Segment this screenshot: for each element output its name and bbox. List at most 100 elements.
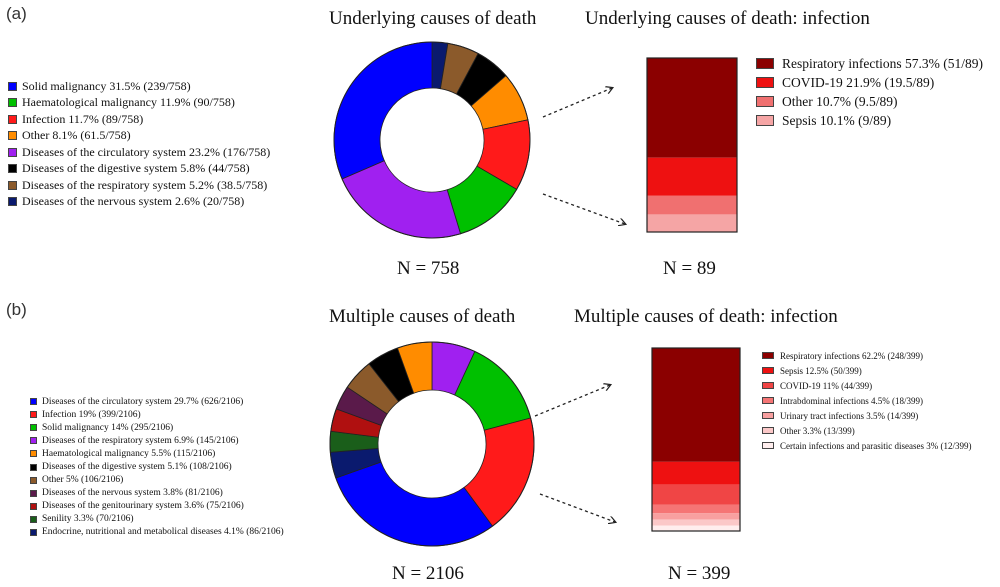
legend-item-diseases-of-the-digestive-system-5-1-108-2106: Diseases of the digestive system 5.1% (1… <box>30 460 284 473</box>
legend-item-covid-19-21-9-19-5-89: COVID-19 21.9% (19.5/89) <box>756 73 983 92</box>
panel-a-donut-title: Underlying causes of death <box>329 8 537 29</box>
legend-item-diseases-of-the-digestive-system-5-8-44-758: Diseases of the digestive system 5.8% (4… <box>8 161 270 178</box>
legend-label: Diseases of the nervous system 3.8% (81/… <box>42 488 223 499</box>
legend-item-other-10-7-9-5-89: Other 10.7% (9.5/89) <box>756 92 983 111</box>
legend-item-diseases-of-the-circulatory-system-29-7-626-2106: Diseases of the circulatory system 29.7%… <box>30 395 284 408</box>
bar-segment-covid-19-11-44-399 <box>652 484 740 505</box>
donut-outline <box>329 341 535 547</box>
legend-swatch <box>30 450 37 458</box>
legend-item-senility-3-3-70-2106: Senility 3.3% (70/2106) <box>30 513 284 526</box>
legend-label: Solid malignancy 14% (295/2106) <box>42 422 174 433</box>
legend-item-solid-malignancy-31-5-239-758: Solid malignancy 31.5% (239/758) <box>8 78 270 95</box>
legend-label: Diseases of the respiratory system 6.9% … <box>42 435 239 446</box>
panel-b-label: (b) <box>6 300 27 319</box>
bar-outline <box>651 347 741 532</box>
legend-swatch <box>30 424 37 432</box>
bar-segment-other-10-7-9-5-89 <box>647 195 737 215</box>
panel-a-donut-legend: Solid malignancy 31.5% (239/758) Haematol… <box>8 78 270 210</box>
legend-label: Diseases of the genitourinary system 3.6… <box>42 501 244 512</box>
legend-swatch <box>30 463 37 471</box>
legend-item-other-8-1-61-5-758: Other 8.1% (61.5/758) <box>8 128 270 145</box>
legend-label: Infection 19% (399/2106) <box>42 409 141 420</box>
panel-a-arrow-bottom <box>542 193 625 224</box>
panel-b-stacked-bar <box>651 347 741 532</box>
legend-swatch <box>8 114 17 124</box>
bar-segment-covid-19-21-9-19-5-89 <box>647 157 737 196</box>
legend-swatch <box>756 96 774 107</box>
panel-b-donut-n: N = 2106 <box>392 563 464 584</box>
legend-label: COVID-19 21.9% (19.5/89) <box>782 74 935 90</box>
panel-b-bar-title: Multiple causes of death: infection <box>574 306 838 327</box>
legend-label: Respiratory infections 57.3% (51/89) <box>782 55 983 71</box>
panel-a-bar-legend: Respiratory infections 57.3% (51/89) COVI… <box>756 54 983 130</box>
legend-label: Haematological malignancy 5.5% (115/2106… <box>42 448 216 459</box>
legend-swatch <box>762 412 774 419</box>
bar-segment-respiratory-infections-62-2-248-399 <box>652 348 740 462</box>
legend-label: COVID-19 11% (44/399) <box>780 380 873 391</box>
panel-b-donut-title: Multiple causes of death <box>329 306 516 327</box>
legend-label: Other 3.3% (13/399) <box>780 425 855 436</box>
bar-segment-intrabdominal-infections-4-5-18-399 <box>652 504 740 514</box>
legend-swatch <box>762 427 774 434</box>
panel-b-bar-legend: Respiratory infections 62.2% (248/399) Se… <box>762 348 971 453</box>
legend-swatch <box>756 115 774 126</box>
panel-a-donut-n: N = 758 <box>397 258 460 279</box>
legend-swatch <box>30 515 37 523</box>
panel-b-donut-chart <box>329 341 535 547</box>
legend-swatch <box>762 352 774 359</box>
legend-swatch <box>756 77 774 88</box>
donut-slice-solid-malignancy-31-5-239-758 <box>333 41 433 180</box>
legend-label: Infection 11.7% (89/758) <box>22 111 144 126</box>
legend-item-endocrine-nutritional-and-metabolical-diseases-4: Endocrine, nutritional and metabolical d… <box>30 526 284 539</box>
legend-swatch <box>30 489 37 497</box>
bar-segment-urinary-tract-infections-3-5-14-399 <box>652 513 740 520</box>
donut-slice-diseases-of-the-circulatory-system-23-2-176-758 <box>341 160 462 239</box>
legend-swatch <box>762 397 774 404</box>
legend-item-other-3-3-13-399: Other 3.3% (13/399) <box>762 423 971 438</box>
legend-label: Respiratory infections 62.2% (248/399) <box>780 350 923 361</box>
legend-item-diseases-of-the-circulatory-system-23-2-176-758: Diseases of the circulatory system 23.2%… <box>8 144 270 161</box>
legend-item-diseases-of-the-respiratory-system-5-2-38-5-758: Diseases of the respiratory system 5.2% … <box>8 177 270 194</box>
legend-label: Other 5% (106/2106) <box>42 475 124 486</box>
bar-segment-respiratory-infections-57-3-51-89 <box>647 58 737 158</box>
bar-outline <box>646 57 738 233</box>
legend-label: Other 8.1% (61.5/758) <box>22 128 131 143</box>
bar-segment-sepsis-10-1-9-89 <box>647 214 737 232</box>
legend-item-urinary-tract-infections-3-5-14-399: Urinary tract infections 3.5% (14/399) <box>762 408 971 423</box>
legend-swatch <box>30 437 37 445</box>
legend-label: Sepsis 12.5% (50/399) <box>780 365 862 376</box>
legend-item-diseases-of-the-respiratory-system-6-9-145-2106: Diseases of the respiratory system 6.9% … <box>30 434 284 447</box>
legend-swatch <box>8 147 17 157</box>
legend-swatch <box>8 180 17 190</box>
legend-label: Diseases of the digestive system 5.8% (4… <box>22 161 250 176</box>
bar-segment-certain-infections-and-parasitic-diseases-3-12-3 <box>652 525 740 531</box>
legend-swatch <box>30 528 37 536</box>
legend-label: Intrabdominal infections 4.5% (18/399) <box>780 395 923 406</box>
legend-label: Urinary tract infections 3.5% (14/399) <box>780 410 919 421</box>
legend-swatch <box>30 398 37 406</box>
panel-b-donut-legend: Diseases of the circulatory system 29.7%… <box>30 395 284 539</box>
panel-b-arrow-top <box>534 385 610 417</box>
legend-swatch <box>30 502 37 510</box>
legend-swatch <box>30 476 37 484</box>
panel-a-donut-chart <box>333 41 531 239</box>
legend-item-respiratory-infections-57-3-51-89: Respiratory infections 57.3% (51/89) <box>756 54 983 73</box>
legend-item-haematological-malignancy-11-9-90-758: Haematological malignancy 11.9% (90/758) <box>8 95 270 112</box>
legend-swatch <box>762 367 774 374</box>
legend-swatch <box>8 98 17 108</box>
panel-a-arrow-top <box>542 88 612 118</box>
bar-segment-other-3-3-13-399 <box>652 519 740 526</box>
legend-item-diseases-of-the-nervous-system-2-6-20-758: Diseases of the nervous system 2.6% (20/… <box>8 194 270 211</box>
legend-label: Haematological malignancy 11.9% (90/758) <box>22 95 235 110</box>
legend-item-infection-19-399-2106: Infection 19% (399/2106) <box>30 408 284 421</box>
panel-a-bar-n: N = 89 <box>663 258 716 279</box>
legend-swatch <box>8 131 17 141</box>
panel-a-bar-title: Underlying causes of death: infection <box>585 8 870 29</box>
legend-item-solid-malignancy-14-295-2106: Solid malignancy 14% (295/2106) <box>30 421 284 434</box>
legend-label: Other 10.7% (9.5/89) <box>782 93 898 109</box>
legend-item-certain-infections-and-parasitic-diseases-3-12-3: Certain infections and parasitic disease… <box>762 438 971 453</box>
legend-label: Senility 3.3% (70/2106) <box>42 514 134 525</box>
donut-slice-diseases-of-the-circulatory-system-29-7-626-2106 <box>335 461 494 547</box>
legend-item-covid-19-11-44-399: COVID-19 11% (44/399) <box>762 378 971 393</box>
